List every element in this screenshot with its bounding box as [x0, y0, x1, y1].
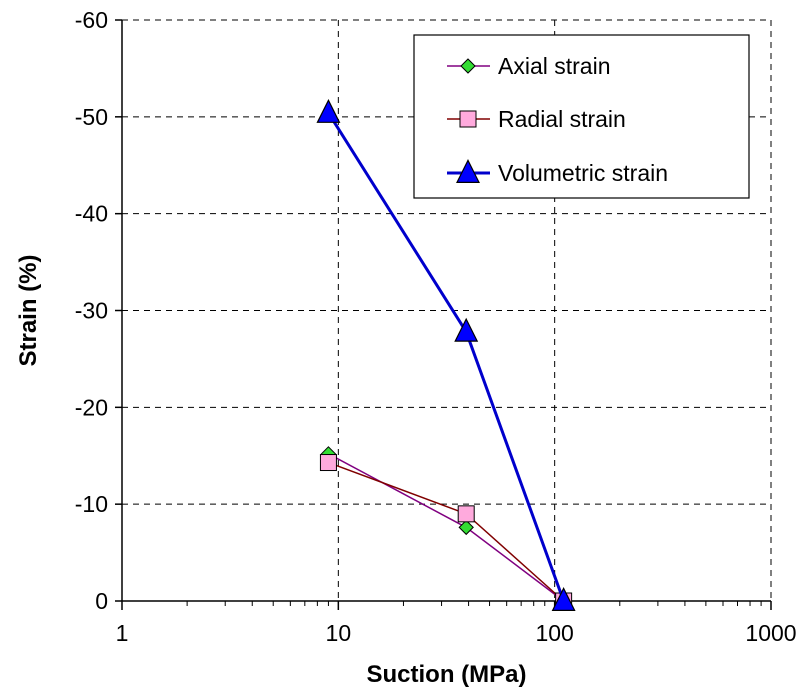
x-tick-label: 10: [326, 620, 352, 646]
series-layer: [316, 98, 576, 611]
legend-item: Volumetric strain: [447, 159, 668, 186]
x-tick-label: 100: [535, 620, 573, 646]
data-point-triangle: [551, 587, 576, 611]
y-tick-label: -60: [75, 7, 108, 33]
axis-layer: -60 -50 -40 -30 -20 -10 01 10 100 1000: [75, 7, 797, 646]
x-tick-label: 1: [116, 620, 129, 646]
legend-label: Radial strain: [498, 106, 626, 132]
data-point-diamond: [458, 519, 474, 536]
legend-item: Radial strain: [447, 106, 626, 132]
y-axis-title: Strain (%): [15, 254, 42, 366]
data-point-square: [457, 505, 475, 523]
y-tick-label: -20: [75, 394, 108, 420]
legend-marker-triangle: [456, 159, 480, 183]
legend-label: Volumetric strain: [498, 160, 668, 186]
legend-marker-diamond: [460, 58, 476, 74]
y-tick-label: 0: [95, 588, 108, 614]
legend: Axial strain Radial strain Volumetric stra…: [413, 34, 750, 199]
y-tick-label: -50: [75, 104, 108, 130]
legend-marker-square: [459, 110, 477, 128]
legend-label: Axial strain: [498, 53, 610, 79]
data-point-triangle: [316, 98, 341, 123]
legend-item: Axial strain: [447, 53, 610, 79]
y-tick-label: -30: [75, 298, 108, 324]
x-tick-label: 1000: [745, 620, 796, 646]
data-point-square: [319, 454, 337, 472]
y-tick-label: -10: [75, 491, 108, 517]
y-tick-label: -40: [75, 201, 108, 227]
data-point-triangle: [454, 317, 479, 342]
series-volumetric-strain: [316, 98, 576, 611]
x-axis-title: Suction (MPa): [367, 661, 527, 688]
